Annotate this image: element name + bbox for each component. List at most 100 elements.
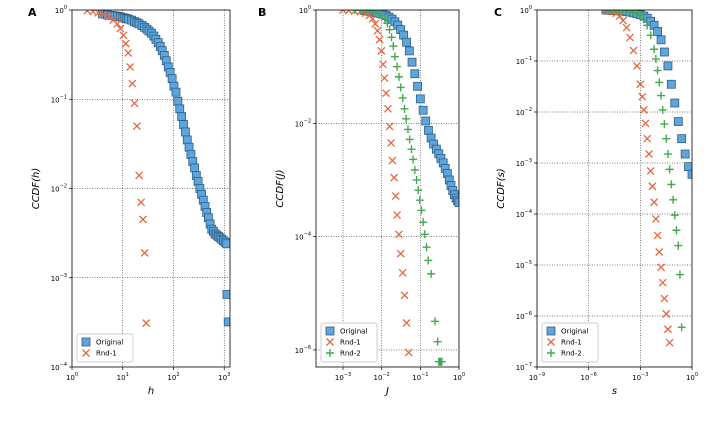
legend-marker	[547, 349, 555, 357]
data-point	[135, 171, 144, 180]
x-tick-label: 100	[453, 372, 465, 382]
data-point	[639, 105, 648, 114]
series-rnd-2	[601, 10, 686, 332]
data-point	[387, 139, 396, 147]
data-point	[675, 270, 684, 279]
data-point	[173, 96, 183, 106]
data-point	[94, 10, 103, 17]
data-point	[687, 169, 692, 179]
data-point	[653, 231, 662, 240]
data-point	[140, 248, 149, 257]
panel-c-letter: C	[494, 6, 502, 19]
panel-a-xlabel: h	[148, 386, 154, 397]
panel-a-letter: A	[28, 6, 37, 19]
data-point	[375, 35, 384, 44]
data-point	[670, 211, 679, 220]
data-point	[656, 35, 666, 45]
panel-c-grid	[537, 10, 692, 367]
data-point	[398, 93, 407, 102]
data-point	[368, 14, 377, 23]
data-point	[629, 46, 638, 55]
data-point	[655, 78, 664, 87]
data-point	[412, 175, 421, 184]
data-point	[414, 186, 423, 195]
legend-marker	[326, 338, 334, 346]
data-point	[167, 74, 177, 84]
data-point	[389, 42, 398, 51]
data-point	[653, 27, 662, 36]
data-point	[653, 66, 662, 75]
legend-marker	[81, 337, 91, 347]
data-point	[409, 155, 418, 164]
data-point	[424, 125, 433, 135]
data-point	[184, 142, 194, 152]
data-point	[83, 10, 92, 15]
legend-box	[320, 322, 378, 363]
data-point	[396, 249, 405, 258]
data-point	[130, 99, 139, 108]
data-point	[670, 98, 680, 108]
y-tick-label: 100	[55, 5, 67, 15]
data-point	[415, 94, 425, 104]
data-point	[427, 269, 436, 278]
data-point	[650, 45, 659, 54]
data-point	[405, 135, 414, 144]
series-original	[98, 10, 230, 327]
panel-a-ylabel: CCDF(h)	[31, 168, 42, 210]
data-point	[404, 348, 413, 357]
panel-b-xlabel: J	[384, 386, 389, 397]
y-tick-label: 10−2	[516, 107, 532, 117]
data-point	[667, 180, 676, 189]
legend-box	[76, 333, 134, 363]
data-point	[380, 14, 389, 23]
data-point	[132, 122, 141, 131]
data-point	[99, 10, 108, 19]
series-rnd-2	[350, 10, 446, 366]
series-rnd-1	[339, 10, 413, 357]
data-point	[128, 79, 137, 88]
data-point	[367, 10, 376, 16]
data-point	[420, 230, 429, 239]
x-tick-label: 10−6	[581, 372, 597, 382]
data-point	[639, 15, 648, 24]
data-point	[410, 69, 420, 79]
data-point	[181, 127, 190, 137]
data-point	[390, 173, 399, 182]
x-tick-label: 10−3	[632, 372, 648, 382]
legend-label: Rnd-1	[561, 339, 582, 347]
data-point	[396, 83, 405, 92]
data-point	[605, 10, 614, 14]
y-tick-label: 10−2	[51, 184, 67, 194]
data-point	[407, 57, 417, 67]
x-tick-label: 103	[218, 372, 230, 382]
panel-c-ylabel: CCDF(s)	[496, 168, 507, 208]
legend-marker	[82, 349, 90, 357]
data-point	[638, 92, 647, 101]
data-point	[622, 23, 631, 32]
panel-c: 10−9 10−6 10−3 100 10−7 10−6 10−5 10−4 10−3 10−2 1…	[494, 5, 698, 397]
data-point	[126, 63, 135, 71]
y-tick-label: 100	[299, 5, 311, 15]
data-point	[431, 317, 440, 326]
data-point	[393, 62, 402, 71]
y-tick-label: 10−1	[516, 56, 532, 66]
y-tick-label: 10−4	[51, 362, 67, 372]
data-point	[182, 135, 192, 145]
data-point	[626, 33, 634, 42]
panel-c-legend: Original Rnd-1 Rnd-2	[541, 322, 599, 363]
data-point	[648, 182, 657, 191]
data-point	[619, 16, 628, 25]
data-point	[658, 105, 667, 114]
data-point	[404, 125, 413, 134]
data-point	[672, 226, 681, 235]
series-rnd-1	[601, 10, 674, 347]
panel-c-series	[601, 10, 692, 347]
data-point	[385, 122, 394, 131]
data-point	[380, 74, 389, 82]
data-point	[660, 120, 669, 129]
data-point	[116, 24, 125, 33]
data-point	[433, 337, 442, 346]
data-point	[643, 21, 652, 30]
panel-a-frame	[71, 9, 231, 368]
